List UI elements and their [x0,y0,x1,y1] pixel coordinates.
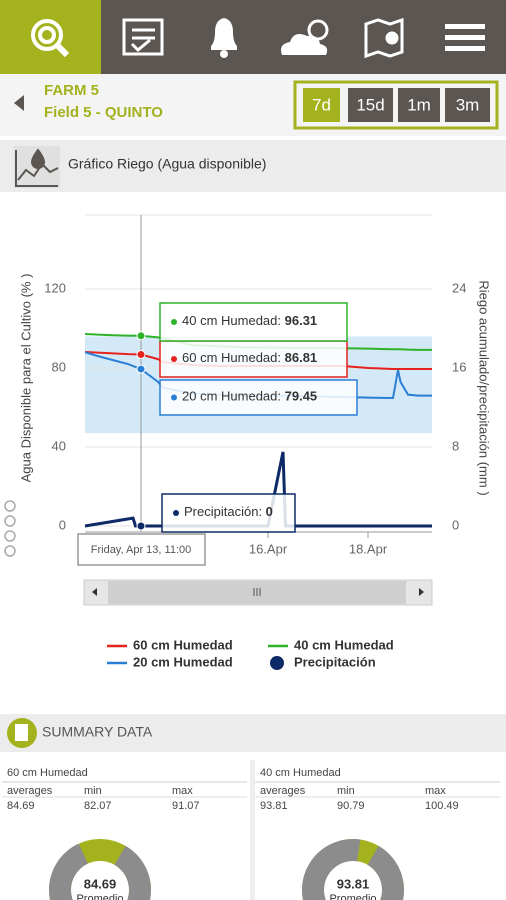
field-name: Field 5 - QUINTO [44,104,163,121]
hover-marker [136,521,146,531]
nav-tab-tasks[interactable] [122,18,164,56]
range-button[interactable] [348,88,393,122]
y-axis-label: Agua Disponible para el Cultivo (% ) [18,274,33,483]
donut-label: Promedio [329,893,376,900]
stat-value: 90.79 [337,800,365,812]
tooltip-date: Friday, Apr 13, 11:00 [91,544,191,556]
y2-tick-label: 8 [452,438,459,453]
donut-value: 84.69 [84,876,117,891]
range-label: 3m [456,95,480,114]
summary-bar [0,714,506,752]
nav-tab-menu[interactable] [445,24,485,51]
summary-icon-doc [15,724,28,741]
tooltip-text: 20 cm Humedad: 79.45 [182,389,317,404]
tooltip-series: 40 cm Humedad [182,313,277,328]
y2-tick-label: 16 [452,359,466,374]
tooltip-sep: : [258,504,265,519]
summary-title: SUMMARY DATA [42,724,153,740]
tooltip-value: 79.45 [285,389,318,404]
range-button[interactable] [445,88,490,122]
stat-value: 93.81 [260,800,288,812]
stat-label: max [425,785,446,797]
tooltip-series: 20 cm Humedad [182,389,277,404]
card-title: 60 cm Humedad [7,767,88,779]
y-tick-label: 80 [52,359,66,374]
tooltip-dot [171,356,177,362]
tooltip-dot [173,510,179,516]
legend-label: Precipitación [294,654,376,669]
tooltip-box [159,379,358,416]
stat-label: averages [7,785,53,797]
section-bar [0,140,506,192]
scroll-grip [253,588,261,596]
legend-label: 60 cm Humedad [133,637,233,652]
y-tick-label: 40 [52,438,66,453]
section-title: Gráfico Riego (Agua disponible) [68,156,266,172]
legend-label: 40 cm Humedad [294,637,394,652]
card-title: 40 cm Humedad [260,767,341,779]
stat-value: 91.07 [172,800,200,812]
nav-tab-map[interactable] [364,17,404,59]
chart-icon [14,146,60,188]
tooltip-value: 96.31 [285,313,318,328]
stat-label: min [84,785,102,797]
scroll-right[interactable] [419,588,424,596]
tooltip-text: Precipitación: 0 [184,504,273,519]
tooltip-series: Precipitación [184,504,258,519]
donut-arc [302,839,404,900]
tooltip-sep: : [277,350,284,365]
range-button[interactable] [398,88,440,122]
tooltip-series: 60 cm Humedad [182,350,277,365]
stat-label: averages [260,785,306,797]
search-icon [31,19,70,58]
tooltip-value: 86.81 [285,350,318,365]
nav-tab-search[interactable] [0,0,101,74]
donut-arc [49,839,151,900]
stat-label: min [337,785,355,797]
stat-value: 82.07 [84,800,112,812]
y-tick-label: 0 [59,517,66,532]
range-button[interactable] [303,88,340,122]
hover-marker [136,331,146,341]
farm-name: FARM 5 [44,82,99,99]
tooltip-text: 40 cm Humedad: 96.31 [182,313,317,328]
y2-tick-label: 24 [452,280,466,295]
x-tick-label: 18.Apr [349,541,388,556]
tooltip-text: 60 cm Humedad: 86.81 [182,350,317,365]
range-label: 15d [356,95,384,114]
stat-value: 84.69 [7,800,35,812]
nav-tab-alerts[interactable] [211,18,237,58]
legend-label: 20 cm Humedad [133,654,233,669]
tooltip-date-box [77,533,206,566]
donut-label: Promedio [76,893,123,900]
card-divider [250,760,255,900]
hover-marker [136,364,146,374]
tooltip-box [161,493,296,533]
tooltip-dot [171,319,177,325]
tooltip-box [159,340,348,378]
y-tick-label: 120 [44,280,66,295]
tooltip-sep: : [277,389,284,404]
pager [4,500,16,557]
range-label: 1m [407,95,431,114]
range-label: 7d [312,95,331,114]
scroll-left[interactable] [92,588,97,596]
stat-label: max [172,785,193,797]
tooltip-value: 0 [266,504,273,519]
tooltip-dot [171,394,177,401]
tooltip-box [159,302,348,342]
stat-value: 100.49 [425,800,459,812]
range-box [293,80,499,130]
x-tick-label: 16.Apr [249,541,288,556]
back-button[interactable] [14,95,24,111]
y2-axis-label: Riego acumulado/precipitación (mm ) [477,280,492,495]
nav-tab-weather[interactable] [281,19,329,55]
donut-value: 93.81 [337,876,370,891]
hover-marker [136,350,146,360]
legend-swatch [270,656,284,670]
tooltip-sep: : [277,313,284,328]
y2-tick-label: 0 [452,517,459,532]
